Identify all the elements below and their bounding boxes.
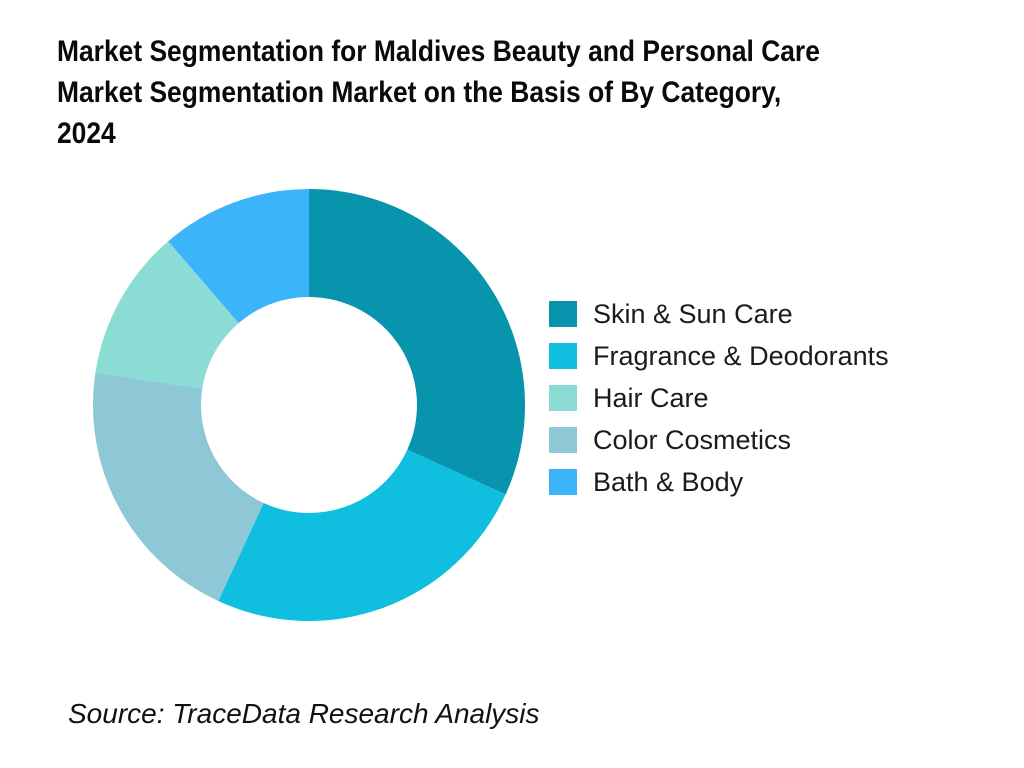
legend-item-color-cosmetics: Color Cosmetics (549, 425, 889, 455)
legend-item-label: Color Cosmetics (593, 425, 792, 455)
chart-title: Market Segmentation for Maldives Beauty … (57, 31, 1007, 154)
chart-title-line-1: Market Segmentation for Maldives Beauty … (57, 35, 820, 68)
chart-title-line-3: 2024 (57, 117, 116, 150)
legend-item-label: Hair Care (593, 383, 709, 413)
legend-item-bath-body: Bath & Body (549, 467, 889, 497)
chart-title-line-2: Market Segmentation Market on the Basis … (57, 76, 782, 109)
legend-swatch-icon (549, 469, 577, 495)
legend-item-fragrance-deodorants: Fragrance & Deodorants (549, 341, 889, 371)
legend-item-label: Fragrance & Deodorants (593, 341, 889, 371)
legend-item-label: Bath & Body (593, 467, 744, 497)
donut-segment-color-cosmetics (92, 372, 264, 602)
legend-item-skin-sun-care: Skin & Sun Care (549, 299, 889, 329)
legend-swatch-icon (549, 427, 577, 453)
donut-chart (92, 189, 526, 622)
legend-swatch-icon (549, 343, 577, 369)
source-attribution: Source: TraceData Research Analysis (68, 698, 540, 729)
donut-segment-fragrance-deodorants (218, 449, 506, 622)
legend-swatch-icon (549, 385, 577, 411)
donut-segment-hair-care (95, 241, 239, 389)
legend: Skin & Sun Care Fragrance & Deodorants Hai… (549, 299, 889, 497)
legend-item-label: Skin & Sun Care (593, 299, 793, 329)
donut-segment-bath-body (168, 189, 309, 324)
donut-segment-skin-sun-care (309, 189, 526, 495)
legend-item-hair-care: Hair Care (549, 383, 889, 413)
legend-swatch-icon (549, 301, 577, 327)
